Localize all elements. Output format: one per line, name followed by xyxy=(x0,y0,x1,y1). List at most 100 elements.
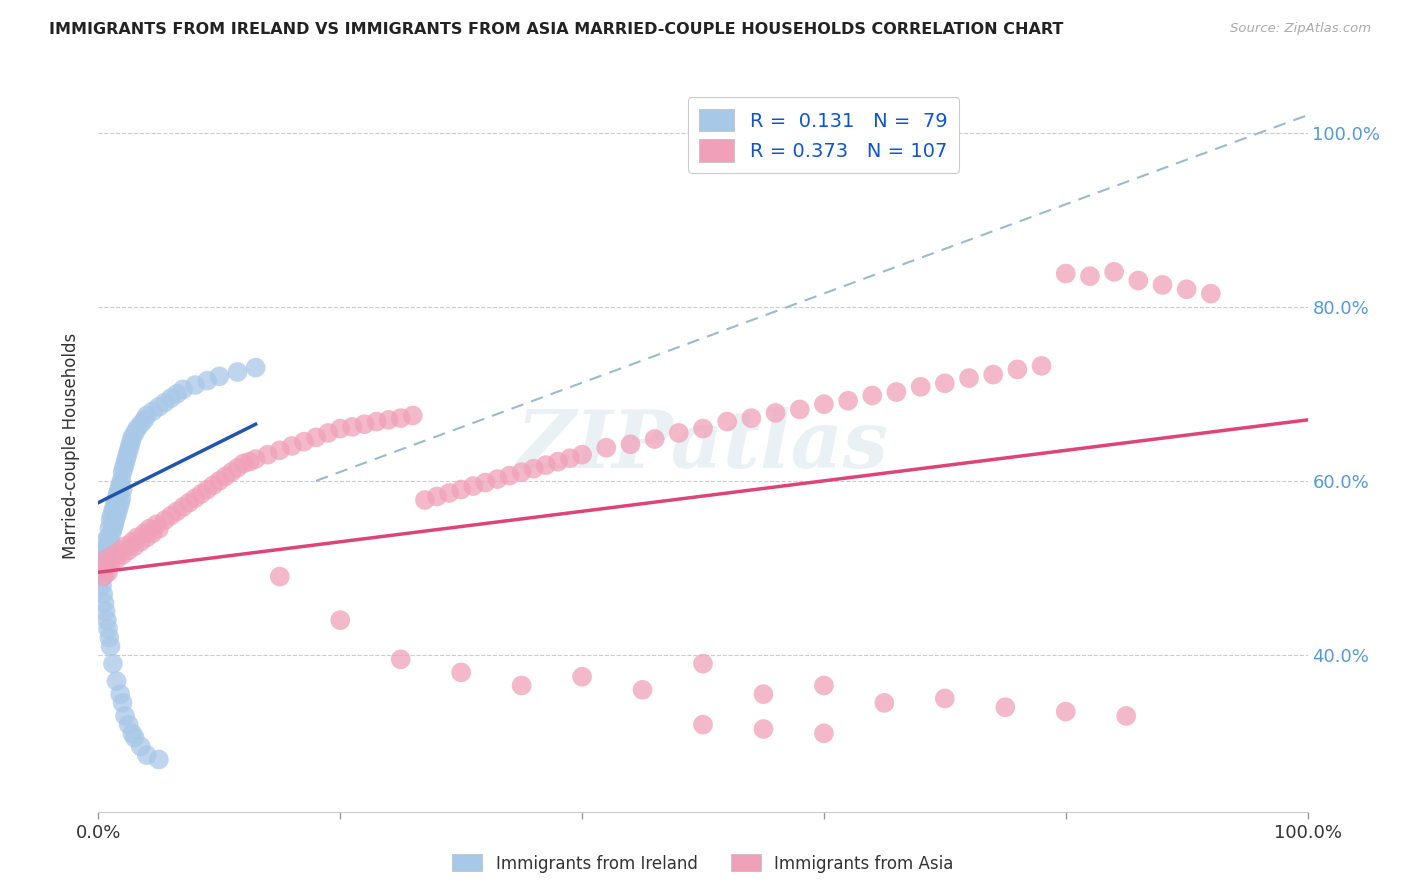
Point xyxy=(752,687,775,701)
Point xyxy=(644,432,666,446)
Point xyxy=(172,383,194,397)
Point xyxy=(523,461,546,475)
Point xyxy=(571,670,593,684)
Point xyxy=(91,587,114,601)
Point xyxy=(631,682,654,697)
Point xyxy=(413,493,436,508)
Point xyxy=(134,413,156,427)
Point xyxy=(148,752,170,766)
Point xyxy=(97,566,120,580)
Point xyxy=(100,513,122,527)
Point xyxy=(127,530,149,544)
Point xyxy=(121,726,143,740)
Point xyxy=(98,631,121,645)
Point xyxy=(148,522,170,536)
Point xyxy=(121,534,143,549)
Point xyxy=(121,430,143,444)
Point xyxy=(105,508,128,523)
Point xyxy=(765,406,787,420)
Point xyxy=(101,522,124,536)
Point xyxy=(1115,709,1137,723)
Point xyxy=(860,388,883,402)
Point xyxy=(90,557,112,571)
Point xyxy=(595,441,617,455)
Point xyxy=(789,402,811,417)
Point xyxy=(96,557,118,571)
Point xyxy=(138,522,160,536)
Point xyxy=(184,491,207,506)
Point xyxy=(239,455,262,469)
Point xyxy=(114,709,136,723)
Point xyxy=(104,513,127,527)
Point xyxy=(153,395,176,409)
Legend: Immigrants from Ireland, Immigrants from Asia: Immigrants from Ireland, Immigrants from… xyxy=(446,847,960,880)
Point xyxy=(148,400,170,414)
Text: IMMIGRANTS FROM IRELAND VS IMMIGRANTS FROM ASIA MARRIED-COUPLE HOUSEHOLDS CORREL: IMMIGRANTS FROM IRELAND VS IMMIGRANTS FR… xyxy=(49,22,1063,37)
Point xyxy=(1007,362,1029,376)
Point xyxy=(329,613,352,627)
Point xyxy=(103,517,125,532)
Point xyxy=(100,526,122,541)
Point xyxy=(692,421,714,435)
Point xyxy=(619,437,641,451)
Point xyxy=(474,475,496,490)
Point xyxy=(118,543,141,558)
Point xyxy=(389,411,412,425)
Point xyxy=(108,495,131,509)
Point xyxy=(117,448,139,462)
Point xyxy=(108,483,131,497)
Point xyxy=(111,483,134,497)
Point xyxy=(305,430,328,444)
Point xyxy=(813,678,835,692)
Point xyxy=(166,386,188,401)
Point xyxy=(226,365,249,379)
Point xyxy=(114,457,136,471)
Point xyxy=(269,443,291,458)
Point xyxy=(402,409,425,423)
Point xyxy=(994,700,1017,714)
Point xyxy=(118,717,141,731)
Point xyxy=(1054,267,1077,281)
Point xyxy=(934,691,956,706)
Point xyxy=(127,421,149,435)
Point xyxy=(571,448,593,462)
Point xyxy=(94,548,117,562)
Point xyxy=(389,652,412,666)
Point xyxy=(195,483,218,497)
Point xyxy=(202,478,225,492)
Point xyxy=(558,451,581,466)
Point xyxy=(1102,265,1125,279)
Point xyxy=(534,458,557,472)
Point xyxy=(93,534,115,549)
Point xyxy=(1031,359,1053,373)
Point xyxy=(135,409,157,423)
Point xyxy=(100,508,122,523)
Point xyxy=(214,469,236,483)
Point xyxy=(437,486,460,500)
Point xyxy=(135,530,157,544)
Point xyxy=(208,369,231,384)
Point xyxy=(1078,269,1101,284)
Point xyxy=(101,657,124,671)
Point xyxy=(118,439,141,453)
Point xyxy=(166,504,188,518)
Point xyxy=(107,487,129,501)
Point xyxy=(135,748,157,763)
Point xyxy=(1152,277,1174,292)
Point xyxy=(232,457,254,471)
Point xyxy=(245,360,267,375)
Point xyxy=(93,561,115,575)
Point xyxy=(129,417,152,432)
Point xyxy=(112,460,135,475)
Point xyxy=(281,439,304,453)
Point xyxy=(145,517,167,532)
Point xyxy=(118,443,141,458)
Point xyxy=(873,696,896,710)
Point xyxy=(957,371,980,385)
Point xyxy=(96,539,118,553)
Point xyxy=(108,543,131,558)
Point xyxy=(153,513,176,527)
Point xyxy=(104,495,127,509)
Point xyxy=(450,665,472,680)
Text: ZIPatlas: ZIPatlas xyxy=(517,408,889,484)
